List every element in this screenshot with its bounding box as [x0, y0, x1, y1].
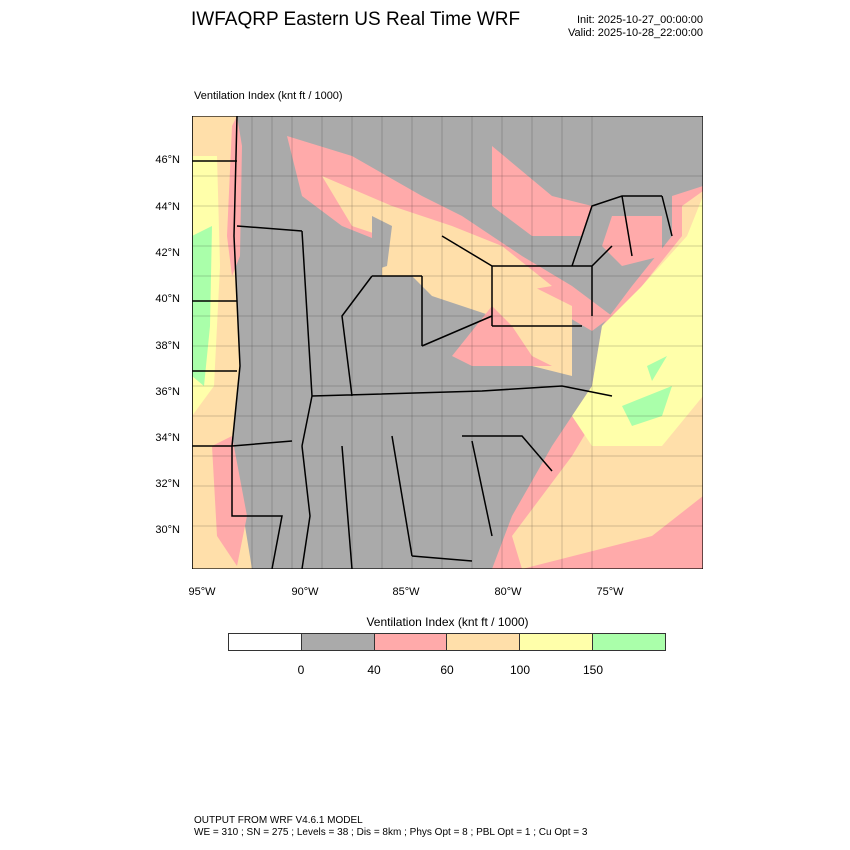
legend-swatch-100-150	[520, 634, 594, 650]
zone-pink-sw	[212, 436, 247, 566]
ventilation-map	[192, 116, 703, 569]
footer-line-1: OUTPUT FROM WRF V4.6.1 MODEL	[194, 815, 363, 826]
lon-tick-90: 90°W	[291, 586, 319, 598]
plot-label: Ventilation Index (knt ft / 1000)	[194, 90, 343, 102]
lat-tick-44: 44°N	[155, 201, 180, 213]
legend-swatch-0-40	[301, 634, 375, 650]
lat-tick-40: 40°N	[155, 293, 180, 305]
lat-tick-34: 34°N	[155, 432, 180, 444]
county-boundaries	[192, 116, 703, 569]
zone-orange-ohio	[382, 226, 572, 376]
legend-label: 60	[440, 663, 454, 677]
lat-tick-42: 42°N	[155, 247, 180, 259]
legend-swatch-above-150	[593, 634, 665, 650]
legend-colorbar	[228, 633, 666, 651]
valid-time: Valid: 2025-10-28_22:00:00	[568, 27, 703, 39]
zone-green-ocean	[622, 356, 672, 426]
zone-pink-ne	[602, 216, 662, 266]
lat-tick-36: 36°N	[155, 386, 180, 398]
legend-label: 0	[297, 663, 305, 677]
lat-tick-38: 38°N	[155, 340, 180, 352]
legend-swatch-60-100	[447, 634, 521, 650]
footer-line-2: WE = 310 ; SN = 275 ; Levels = 38 ; Dis …	[194, 827, 588, 838]
lon-tick-95: 95°W	[188, 586, 216, 598]
page-title: IWFAQRP Eastern US Real Time WRF	[191, 9, 521, 30]
lon-tick-85: 85°W	[392, 586, 420, 598]
lat-tick-32: 32°N	[155, 478, 180, 490]
init-time: Init: 2025-10-27_00:00:00	[577, 14, 703, 26]
time-info: Init: 2025-10-27_00:00:00 Valid: 2025-10…	[568, 14, 703, 40]
lon-tick-75: 75°W	[596, 586, 624, 598]
legend-title: Ventilation Index (knt ft / 1000)	[366, 615, 529, 629]
lon-tick-80: 80°W	[494, 586, 522, 598]
zone-yellow-ocean	[572, 196, 703, 446]
legend-label: 150	[582, 663, 604, 677]
lat-tick-30: 30°N	[155, 524, 180, 536]
lat-tick-46: 46°N	[155, 154, 180, 166]
model-footer: OUTPUT FROM WRF V4.6.1 MODEL WE = 310 ; …	[194, 815, 587, 839]
legend-swatch-40-60	[374, 634, 448, 650]
legend-label: 40	[367, 663, 381, 677]
zone-pink-ontario	[492, 146, 592, 236]
legend-swatch-below-0	[229, 634, 302, 650]
legend-label: 100	[509, 663, 531, 677]
